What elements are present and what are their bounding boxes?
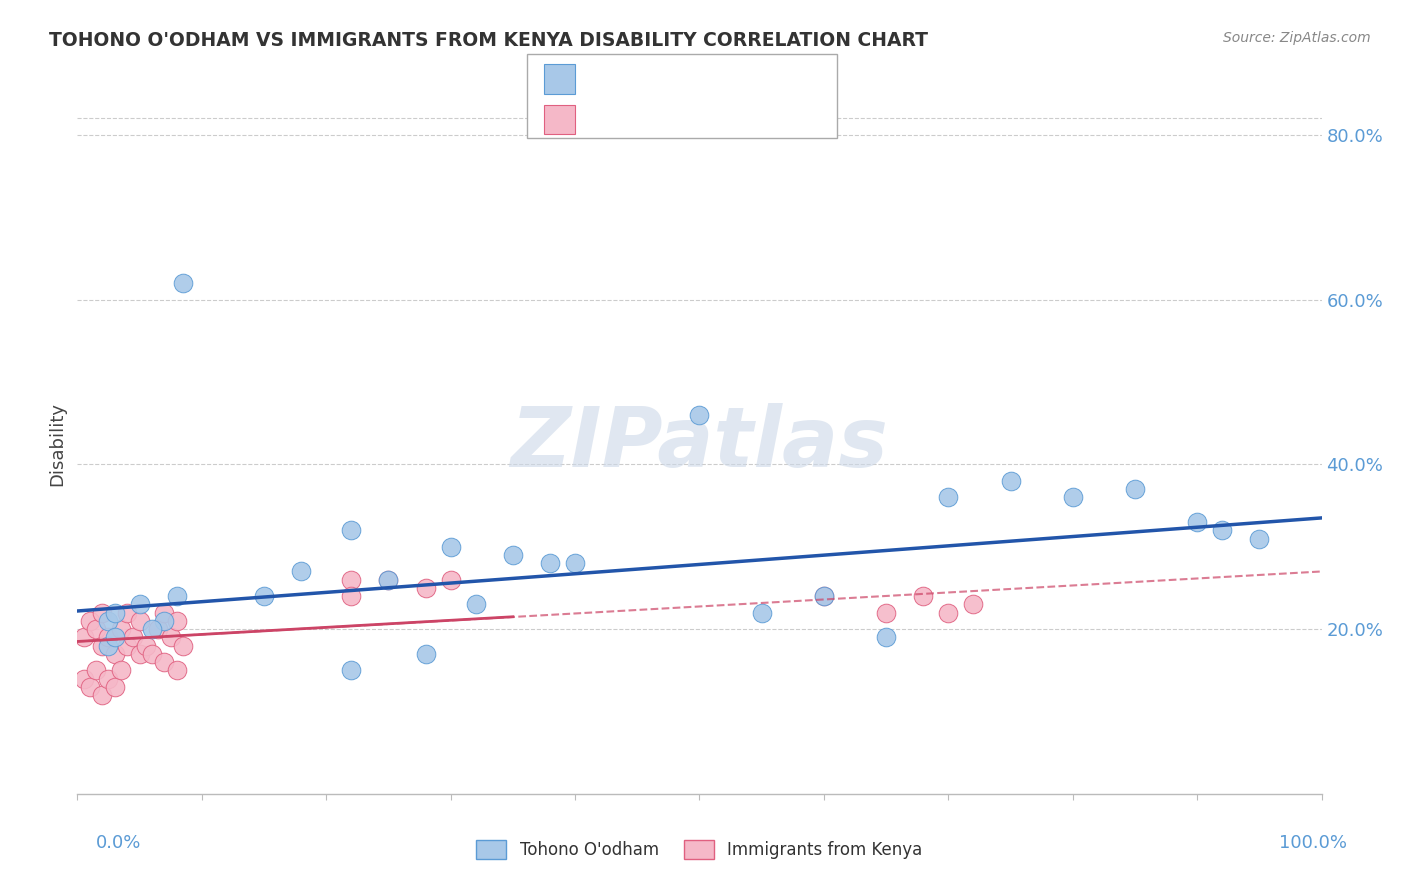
Point — [1185, 515, 1208, 529]
Point — [166, 614, 188, 628]
Text: 39: 39 — [727, 111, 751, 128]
Point — [1249, 532, 1271, 546]
Point — [84, 622, 107, 636]
Point — [564, 556, 586, 570]
Point — [813, 589, 835, 603]
Point — [153, 614, 176, 628]
Point — [110, 622, 132, 636]
Point — [751, 606, 773, 620]
Point — [439, 540, 461, 554]
Point — [72, 672, 94, 686]
Point — [91, 639, 114, 653]
Point — [153, 655, 176, 669]
Point — [115, 639, 138, 653]
Text: R =: R = — [589, 70, 626, 88]
Point — [936, 606, 959, 620]
Point — [172, 276, 194, 290]
Point — [91, 606, 114, 620]
Point — [97, 672, 120, 686]
Text: 31: 31 — [727, 70, 749, 88]
Point — [172, 639, 194, 653]
Point — [538, 556, 561, 570]
Point — [104, 680, 127, 694]
Point — [166, 589, 188, 603]
Point — [962, 598, 984, 612]
Point — [464, 598, 486, 612]
Point — [79, 614, 101, 628]
Point — [91, 688, 114, 702]
Text: N =: N = — [695, 111, 731, 128]
Point — [689, 408, 711, 422]
Point — [97, 631, 120, 645]
Point — [97, 614, 120, 628]
Point — [104, 606, 127, 620]
Point — [115, 606, 138, 620]
Point — [912, 589, 935, 603]
Point — [875, 631, 897, 645]
Point — [415, 647, 437, 661]
Point — [340, 523, 363, 537]
Point — [128, 647, 150, 661]
Point — [340, 589, 363, 603]
Point — [1123, 482, 1146, 496]
Point — [875, 606, 897, 620]
Point — [290, 565, 312, 579]
Point — [153, 606, 176, 620]
Point — [1000, 474, 1022, 488]
Point — [141, 622, 163, 636]
Point — [110, 663, 132, 677]
Text: 0.105: 0.105 — [624, 111, 676, 128]
Point — [128, 614, 150, 628]
Point — [936, 491, 959, 505]
Text: 0.347: 0.347 — [624, 70, 678, 88]
Point — [97, 639, 120, 653]
Point — [813, 589, 835, 603]
Point — [104, 631, 127, 645]
Text: ZIPatlas: ZIPatlas — [510, 403, 889, 484]
Point — [1062, 491, 1084, 505]
Point — [340, 573, 363, 587]
Point — [439, 573, 461, 587]
Point — [502, 548, 524, 562]
Point — [340, 663, 363, 677]
Text: Source: ZipAtlas.com: Source: ZipAtlas.com — [1223, 31, 1371, 45]
Point — [135, 639, 157, 653]
Text: 0.0%: 0.0% — [96, 834, 141, 852]
Point — [72, 631, 94, 645]
Point — [166, 663, 188, 677]
Point — [141, 647, 163, 661]
Point — [1211, 523, 1233, 537]
Point — [148, 622, 170, 636]
Text: R =: R = — [589, 111, 626, 128]
Point — [415, 581, 437, 595]
Point — [84, 663, 107, 677]
Text: 100.0%: 100.0% — [1279, 834, 1347, 852]
Point — [79, 680, 101, 694]
Point — [122, 631, 145, 645]
Legend: Tohono O'odham, Immigrants from Kenya: Tohono O'odham, Immigrants from Kenya — [470, 833, 929, 866]
Text: N =: N = — [695, 70, 731, 88]
Point — [104, 647, 127, 661]
Text: TOHONO O'ODHAM VS IMMIGRANTS FROM KENYA DISABILITY CORRELATION CHART: TOHONO O'ODHAM VS IMMIGRANTS FROM KENYA … — [49, 31, 928, 50]
Point — [128, 598, 150, 612]
Point — [377, 573, 399, 587]
Point — [159, 631, 181, 645]
Point — [253, 589, 276, 603]
Point — [377, 573, 399, 587]
Y-axis label: Disability: Disability — [48, 401, 66, 486]
